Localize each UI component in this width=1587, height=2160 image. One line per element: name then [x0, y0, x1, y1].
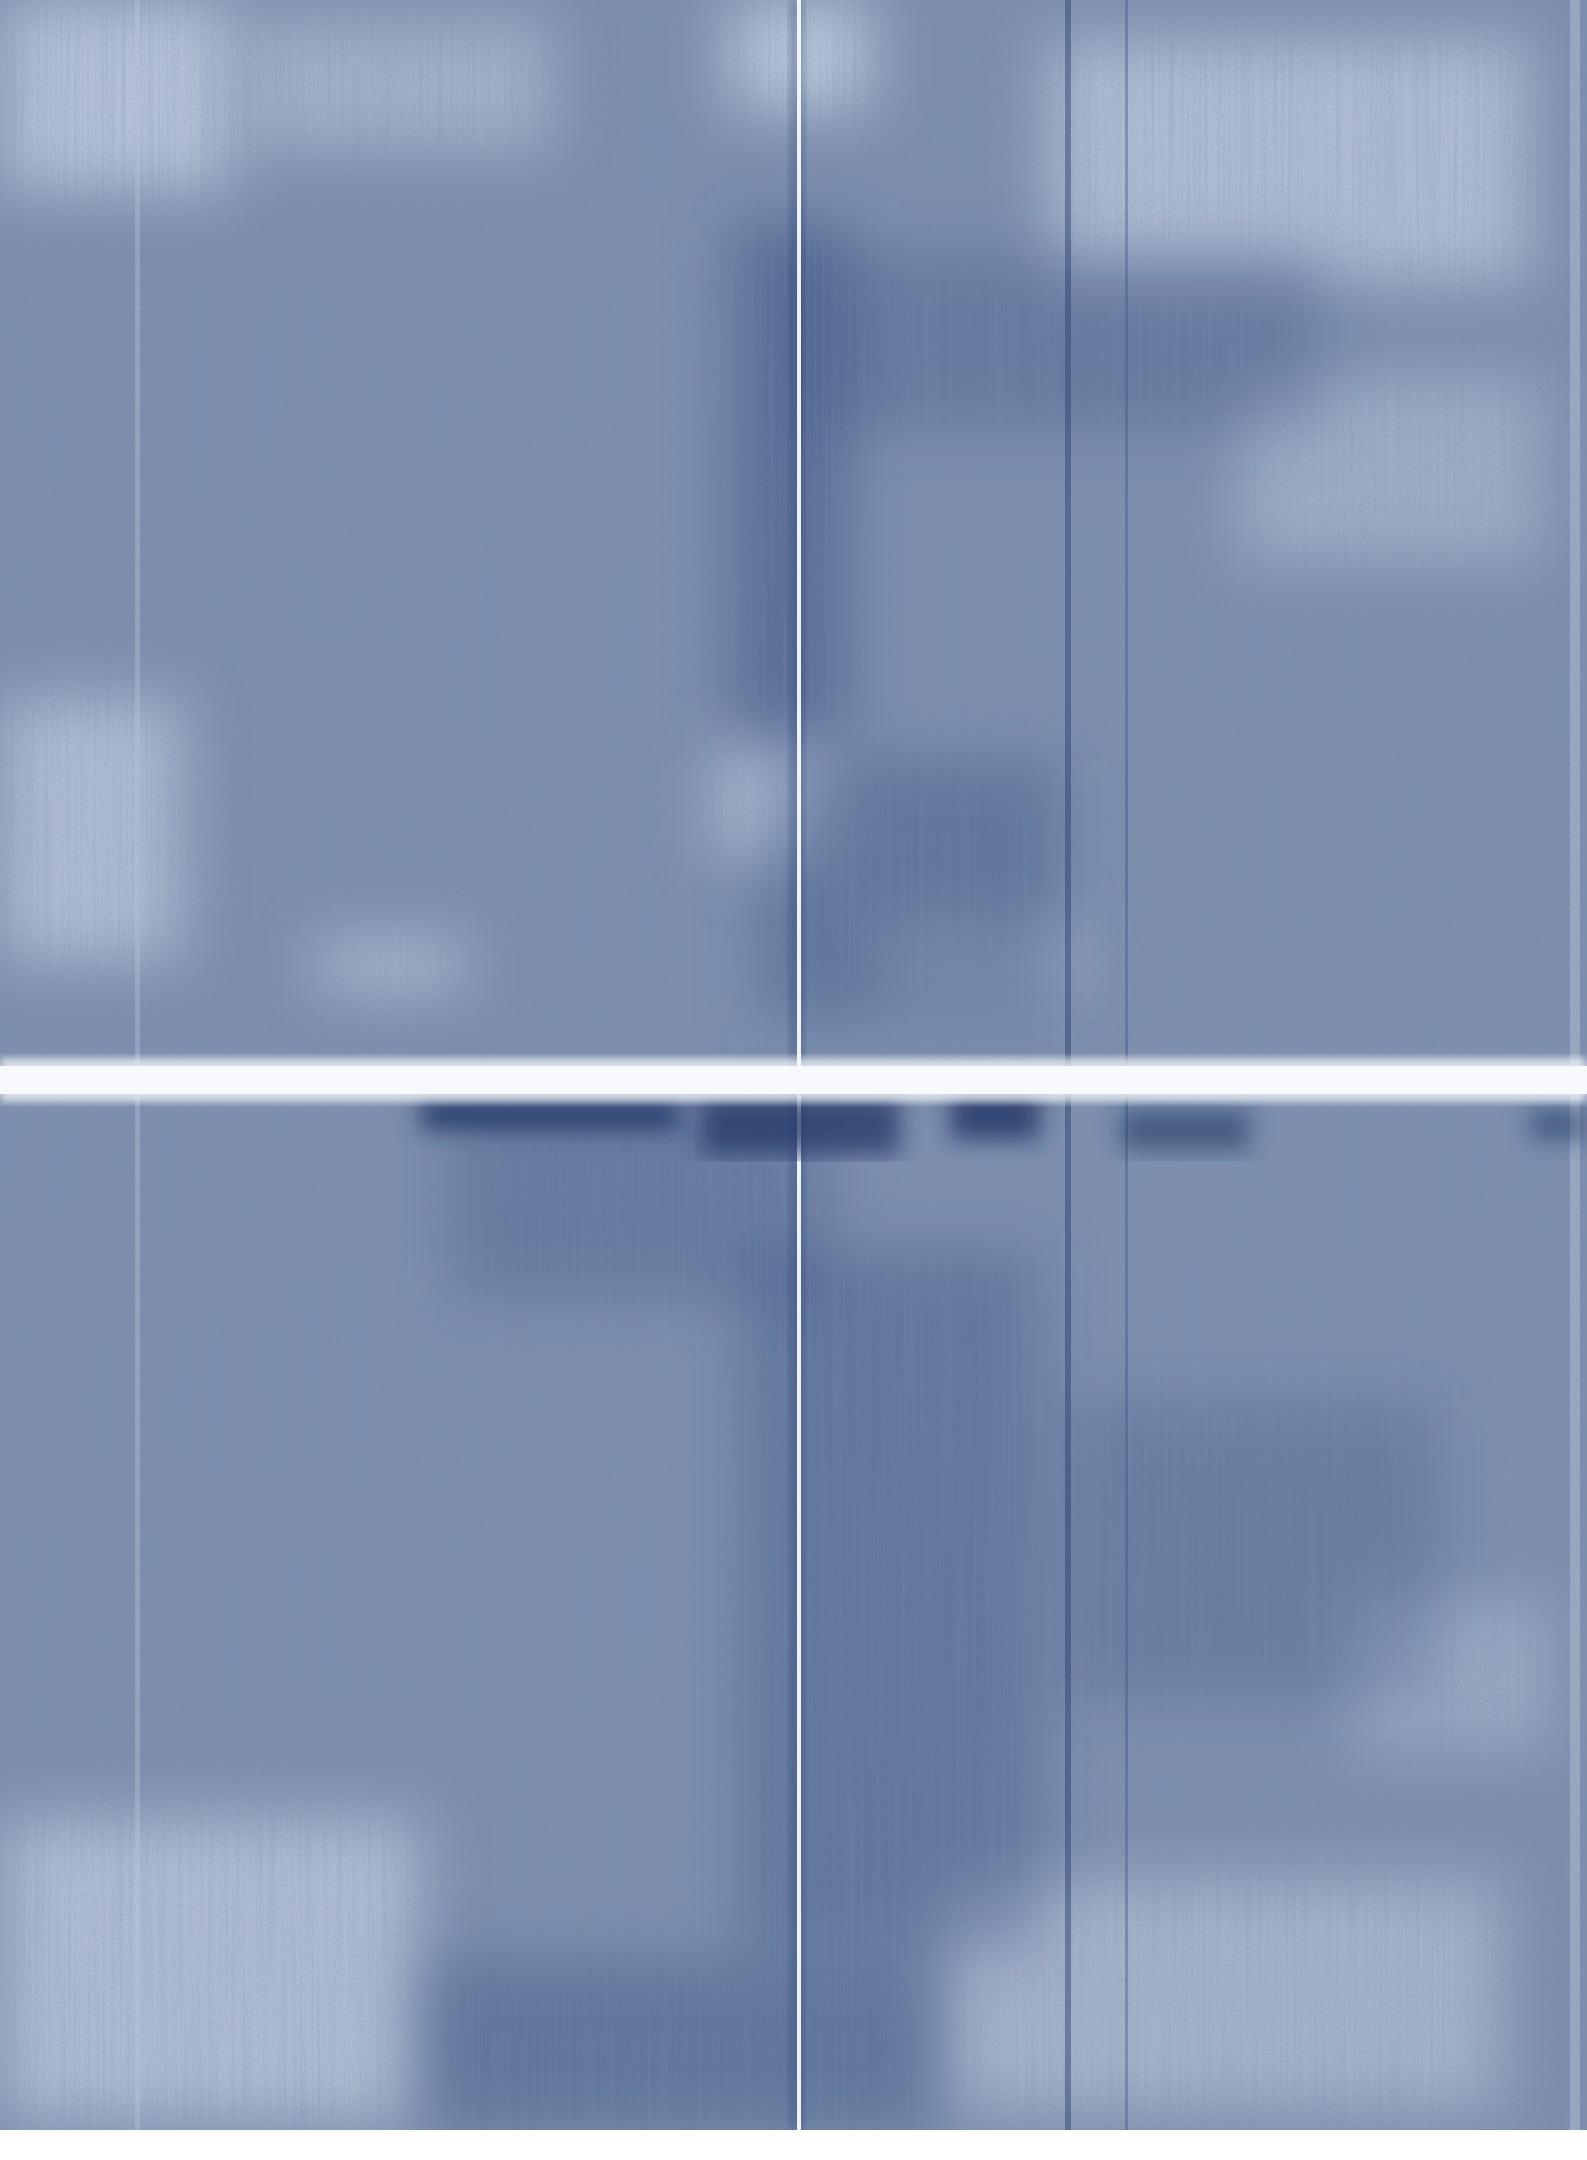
horizontal-fold-line	[0, 1058, 1587, 1102]
bottom-margin	[0, 2130, 1587, 2160]
fold-shadow	[420, 1090, 1587, 1155]
